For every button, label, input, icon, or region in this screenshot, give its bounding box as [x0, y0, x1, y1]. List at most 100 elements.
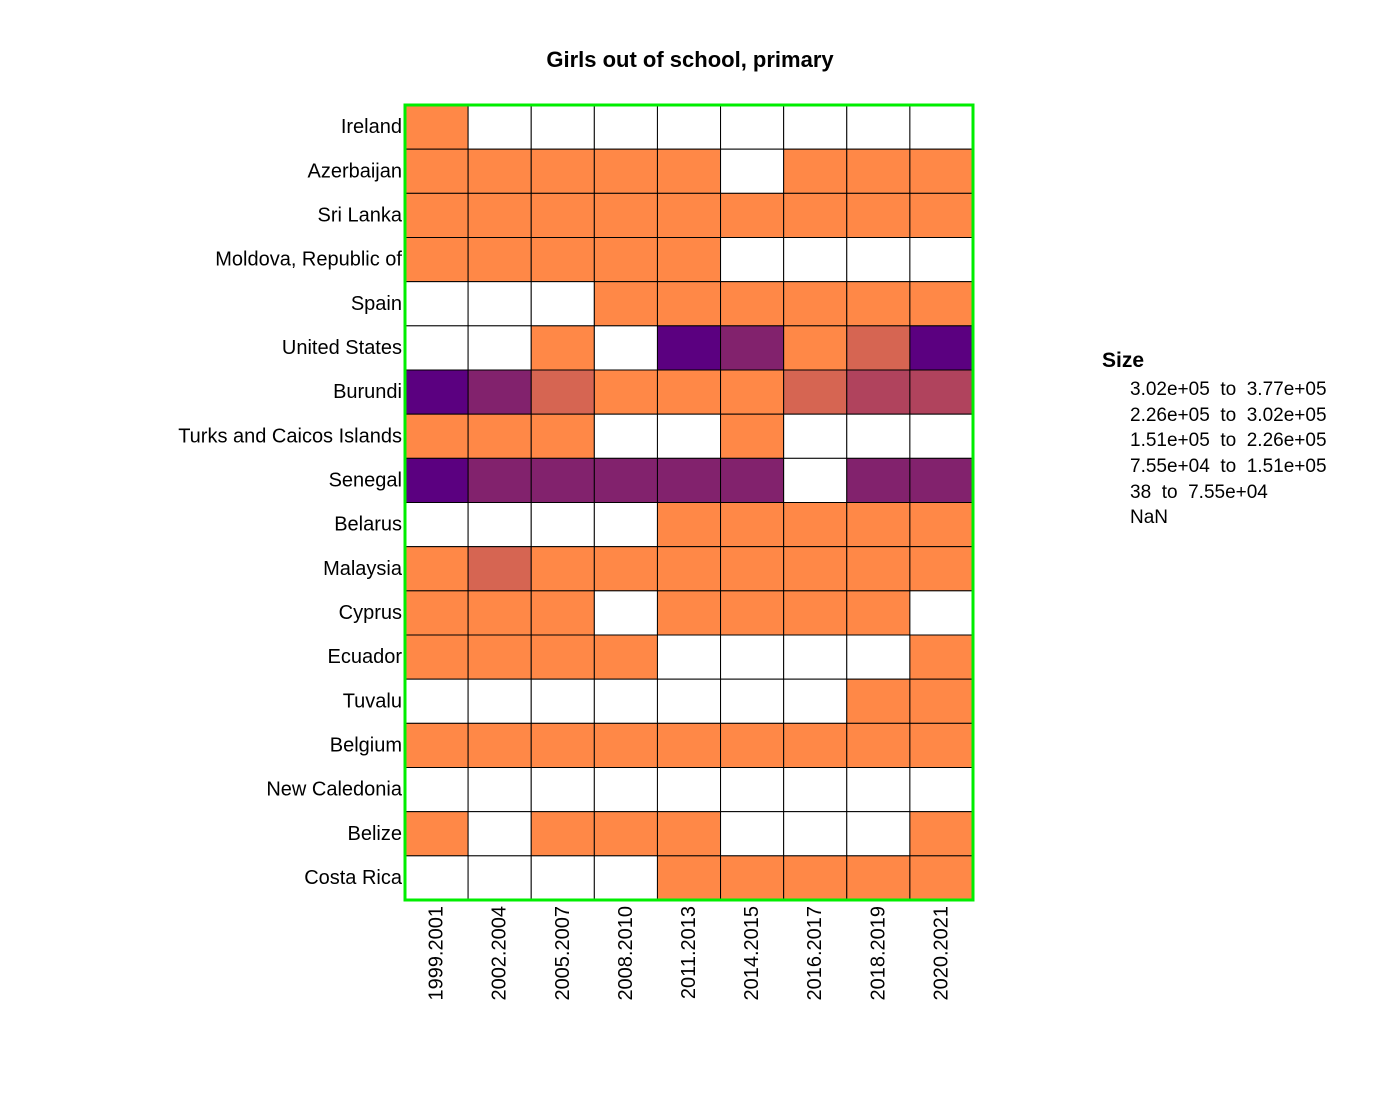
heatmap-cell: [783, 237, 848, 283]
heatmap-cell: [783, 369, 848, 415]
legend-entry: 1.51e+05 to 2.26e+05: [1130, 430, 1327, 452]
heatmap-cell: [404, 546, 469, 592]
heatmap-cell: [846, 590, 911, 636]
heatmap-cell: [783, 767, 848, 813]
heatmap-cell: [656, 634, 722, 680]
heatmap-cell: [467, 767, 532, 813]
legend-title: Size: [1102, 349, 1145, 372]
heatmap-cell: [783, 413, 848, 459]
heatmap-cell: [530, 148, 595, 194]
heatmap-cell: [846, 192, 911, 238]
legend-entry: 3.02e+05 to 3.77e+05: [1130, 379, 1327, 400]
heatmap-cell: [720, 413, 785, 459]
heatmap-cell: [720, 148, 785, 194]
heatmap-cell: [467, 722, 532, 768]
heatmap-cell: [656, 811, 722, 857]
heatmap-cell: [593, 457, 658, 504]
row-label: Belarus: [334, 514, 402, 536]
heatmap-cell: [593, 148, 658, 194]
heatmap-cell: [909, 325, 974, 371]
heatmap-cell: [467, 148, 532, 194]
heatmap-cell: [846, 325, 911, 371]
heatmap-cell: [720, 325, 785, 371]
chart-title: Girls out of school, primary: [546, 47, 834, 72]
heatmap-cell: [656, 192, 722, 238]
heatmap-cell: [404, 148, 469, 194]
heatmap-cell: [720, 811, 785, 857]
heatmap-cell: [404, 237, 469, 283]
heatmap-cell: [530, 502, 595, 548]
column-label: 1999.2001: [426, 906, 448, 1001]
heatmap-cell: [467, 237, 532, 283]
heatmap-cell: [720, 369, 785, 415]
heatmap-cell: [467, 325, 532, 371]
column-label: 2014.2015: [741, 906, 763, 1001]
heatmap-cell: [783, 457, 848, 504]
heatmap-cell: [656, 855, 722, 901]
heatmap-cell: [909, 634, 974, 680]
row-labels: Ireland Azerbaijan Sri Lanka Moldova, Repub…: [178, 116, 403, 889]
heatmap-cell: [530, 281, 595, 327]
heatmap-cell: [530, 192, 595, 238]
heatmap-cell: [404, 767, 469, 813]
heatmap-cell: [467, 502, 532, 548]
heatmap-cell: [530, 413, 595, 459]
heatmap-cell: [846, 104, 911, 150]
heatmap-cell: [656, 325, 722, 371]
heatmap-cell: [593, 546, 658, 592]
heatmap-cell: [783, 855, 848, 901]
heatmap-cell: [593, 502, 658, 548]
heatmap-cell: [846, 811, 911, 857]
heatmap-cell: [404, 369, 469, 415]
heatmap-cell: [656, 237, 722, 283]
heatmap-cell: [530, 104, 595, 150]
heatmap-cell: [530, 634, 595, 680]
heatmap-cell: [530, 678, 595, 724]
heatmap-cell: [593, 634, 658, 680]
row-label: Ireland: [341, 116, 402, 138]
heatmap-cell: [593, 811, 658, 857]
heatmap-cell: [909, 502, 974, 548]
heatmap-cell: [656, 413, 722, 459]
heatmap-cell: [846, 855, 911, 901]
heatmap-cell: [467, 546, 532, 592]
column-label: 2018.2019: [867, 906, 889, 1001]
heatmap-cell: [656, 722, 722, 768]
heatmap-cell: [783, 148, 848, 194]
row-label: Moldova, Republic of: [215, 249, 402, 271]
heatmap-cell: [783, 104, 848, 150]
heatmap-cell: [783, 678, 848, 724]
row-label: Spain: [351, 293, 402, 315]
row-label: Ecuador: [328, 646, 403, 668]
heatmap-cell: [530, 811, 595, 857]
legend: Size 3.02e+05 to 3.77e+05 2.26e+05 to 3.…: [1102, 349, 1327, 531]
heatmap-cell: [593, 678, 658, 724]
heatmap-cell: [656, 104, 722, 150]
heatmap-cell: [404, 678, 469, 724]
column-labels: 1999.2001 2002.2004 2005.2007 2008.2010 2011…: [426, 906, 953, 1001]
heatmap-cell: [593, 325, 658, 371]
legend-entry: NaN: [1130, 507, 1169, 529]
heatmap-cell: [720, 502, 785, 548]
column-label: 2011.2013: [678, 906, 700, 999]
heatmap-cell: [593, 237, 658, 283]
heatmap-cell: [530, 767, 595, 813]
heatmap-cell: [467, 855, 532, 901]
heatmap-cell: [530, 457, 595, 504]
heatmap-cell: [404, 502, 469, 548]
column-label: 2008.2010: [615, 906, 637, 1001]
column-label: 2016.2017: [804, 906, 826, 1001]
heatmap-cell: [467, 281, 532, 327]
heatmap-cell: [404, 590, 469, 636]
heatmap-cell: [846, 722, 911, 768]
legend-entry: 38 to 7.55e+04: [1130, 481, 1268, 503]
heatmap-cell: [404, 634, 469, 680]
heatmap-cell: [846, 678, 911, 724]
heatmap-cells: [404, 104, 974, 901]
heatmap-cell: [909, 237, 974, 283]
column-label: 2005.2007: [552, 906, 574, 1001]
row-label: Costa Rica: [304, 867, 403, 889]
heatmap-cell: [909, 281, 974, 327]
heatmap-cell: [404, 281, 469, 327]
heatmap-cell: [846, 502, 911, 548]
